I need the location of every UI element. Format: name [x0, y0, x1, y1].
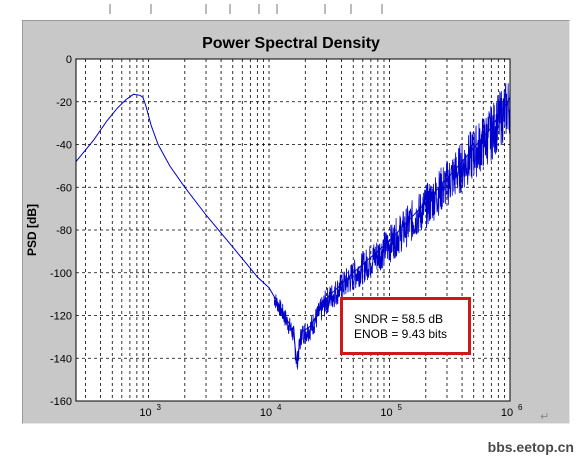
x-tick-exponent: 5: [398, 403, 403, 412]
x-ticks: 10 3 10 4 10 5 10 6: [139, 403, 523, 419]
toolbar-icon-stub[interactable]: [258, 4, 260, 14]
y-axis-label: PSD [dB]: [25, 204, 39, 256]
enob-text: ENOB = 9.43 bits: [354, 327, 448, 341]
psd-noise-trace: [273, 83, 511, 370]
y-tick-label: -140: [50, 353, 72, 365]
series-layer: [75, 83, 511, 370]
y-tick-label: -60: [56, 182, 72, 194]
x-tick-label: 10: [380, 407, 392, 419]
y-tick-label: -20: [56, 97, 72, 109]
toolbar-icon-stub[interactable]: [276, 4, 278, 14]
toolbar-icon-stub[interactable]: [381, 4, 383, 14]
y-tick-label: 0: [66, 54, 72, 66]
y-tick-label: -160: [50, 396, 72, 408]
x-tick-label: 10: [260, 407, 272, 419]
grid: [76, 58, 511, 402]
toolbar-remnant: [0, 0, 578, 20]
x-tick-exponent: 3: [157, 403, 162, 412]
toolbar-icon-stub[interactable]: [350, 4, 352, 14]
x-tick-exponent: 4: [277, 403, 282, 412]
x-tick-label: 10: [139, 407, 151, 419]
y-tick-label: -100: [50, 268, 72, 280]
x-tick-label: 10: [501, 407, 513, 419]
sndr-annotation-box: SNDR = 58.5 dB ENOB = 9.43 bits: [340, 297, 471, 355]
y-tick-label: -80: [56, 225, 72, 237]
toolbar-icon-stub[interactable]: [109, 4, 111, 14]
toolbar-icon-stub[interactable]: [324, 4, 326, 14]
sndr-text: SNDR = 58.5 dB: [354, 312, 444, 326]
return-mark: ↵: [540, 410, 550, 423]
watermark: bbs.eetop.cn: [487, 439, 574, 455]
x-tick-exponent: 6: [518, 403, 523, 412]
toolbar-icon-stub[interactable]: [229, 4, 231, 14]
y-tick-label: -120: [50, 311, 72, 323]
toolbar-icon-stub[interactable]: [150, 4, 152, 14]
chart-title: Power Spectral Density: [202, 35, 380, 52]
toolbar-icon-stub[interactable]: [205, 4, 207, 14]
y-tick-label: -40: [56, 140, 72, 152]
axes-border: [75, 58, 511, 402]
y-ticks: 0 -20 -40 -60 -80 -100 -120 -140 -160: [50, 54, 72, 408]
